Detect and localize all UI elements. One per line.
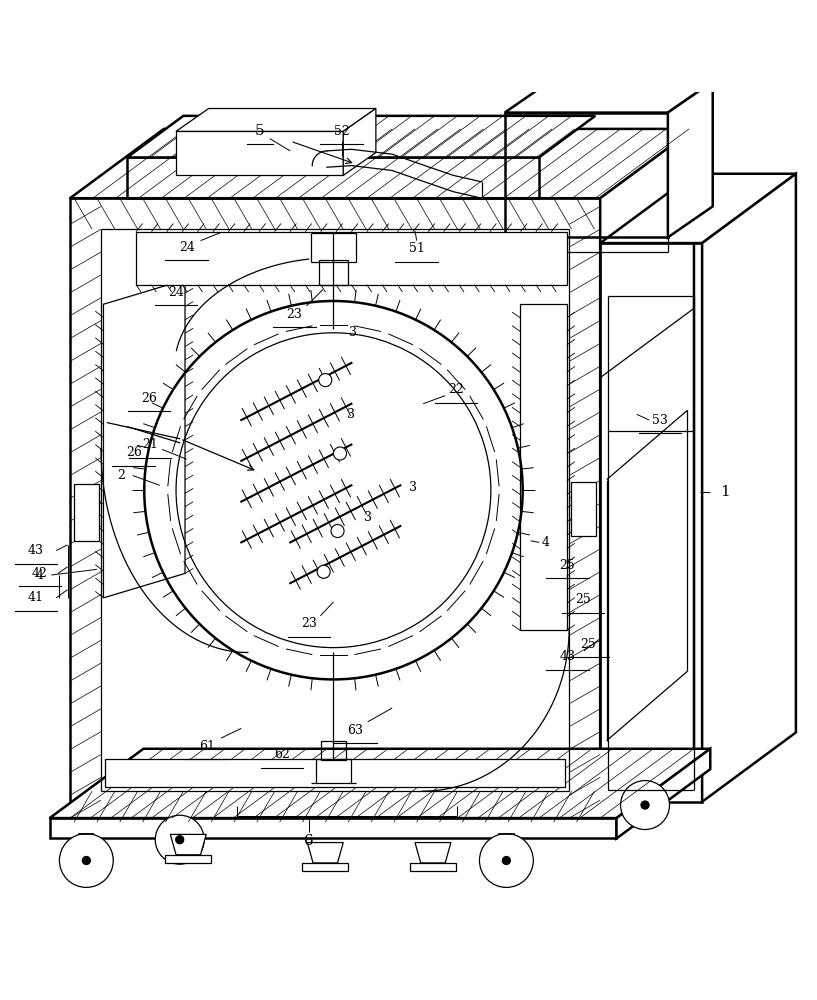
Polygon shape [667,82,712,237]
Text: 3: 3 [349,326,357,339]
Text: 3: 3 [347,408,355,421]
Polygon shape [176,109,376,131]
Circle shape [331,524,344,538]
Circle shape [502,856,511,865]
Polygon shape [600,174,796,243]
Polygon shape [343,109,376,175]
Polygon shape [702,174,796,802]
Polygon shape [571,482,596,536]
Text: 3: 3 [364,511,372,524]
Text: 53: 53 [652,414,667,427]
Text: 22: 22 [448,383,464,396]
Text: 41: 41 [28,591,44,604]
Text: 62: 62 [275,748,290,761]
Text: 3: 3 [408,481,417,494]
Text: 21: 21 [142,438,158,451]
Circle shape [176,836,184,844]
Text: 43: 43 [560,650,575,663]
Polygon shape [170,834,206,855]
Polygon shape [50,749,710,818]
Polygon shape [74,484,100,541]
Text: 24: 24 [179,241,194,254]
Text: 42: 42 [32,567,47,580]
Polygon shape [302,863,348,871]
Circle shape [83,856,91,865]
Polygon shape [617,749,710,838]
Polygon shape [410,863,456,871]
Circle shape [317,565,330,578]
Polygon shape [166,855,211,863]
Text: 51: 51 [408,242,425,255]
Text: 25: 25 [560,559,575,572]
Circle shape [319,374,332,387]
Polygon shape [307,843,343,863]
Text: 26: 26 [141,392,157,405]
Text: 61: 61 [199,740,215,753]
Text: 5: 5 [255,124,265,138]
Text: 24: 24 [168,286,184,299]
Polygon shape [104,280,185,598]
Text: 2: 2 [118,469,125,482]
Text: 26: 26 [126,446,141,459]
Text: 43: 43 [28,544,44,557]
Circle shape [480,834,534,887]
Text: 25: 25 [575,593,591,606]
Text: 23: 23 [287,308,302,321]
Polygon shape [127,116,596,157]
Circle shape [333,447,346,460]
Polygon shape [415,843,451,863]
Polygon shape [600,129,694,822]
Polygon shape [50,818,617,838]
Text: 1: 1 [720,485,730,499]
Text: 63: 63 [347,724,364,737]
Polygon shape [70,129,694,198]
Polygon shape [176,131,343,175]
Circle shape [60,834,114,887]
Polygon shape [505,82,712,113]
Polygon shape [520,304,567,630]
Text: 6: 6 [304,834,314,848]
Text: 4: 4 [542,536,550,549]
Polygon shape [136,232,567,285]
Text: 25: 25 [580,638,596,651]
Text: 4: 4 [36,569,44,582]
Polygon shape [105,759,565,787]
Text: 52: 52 [334,125,350,138]
Circle shape [641,801,649,809]
Circle shape [621,781,669,830]
Text: 23: 23 [301,617,317,630]
Circle shape [155,815,204,864]
